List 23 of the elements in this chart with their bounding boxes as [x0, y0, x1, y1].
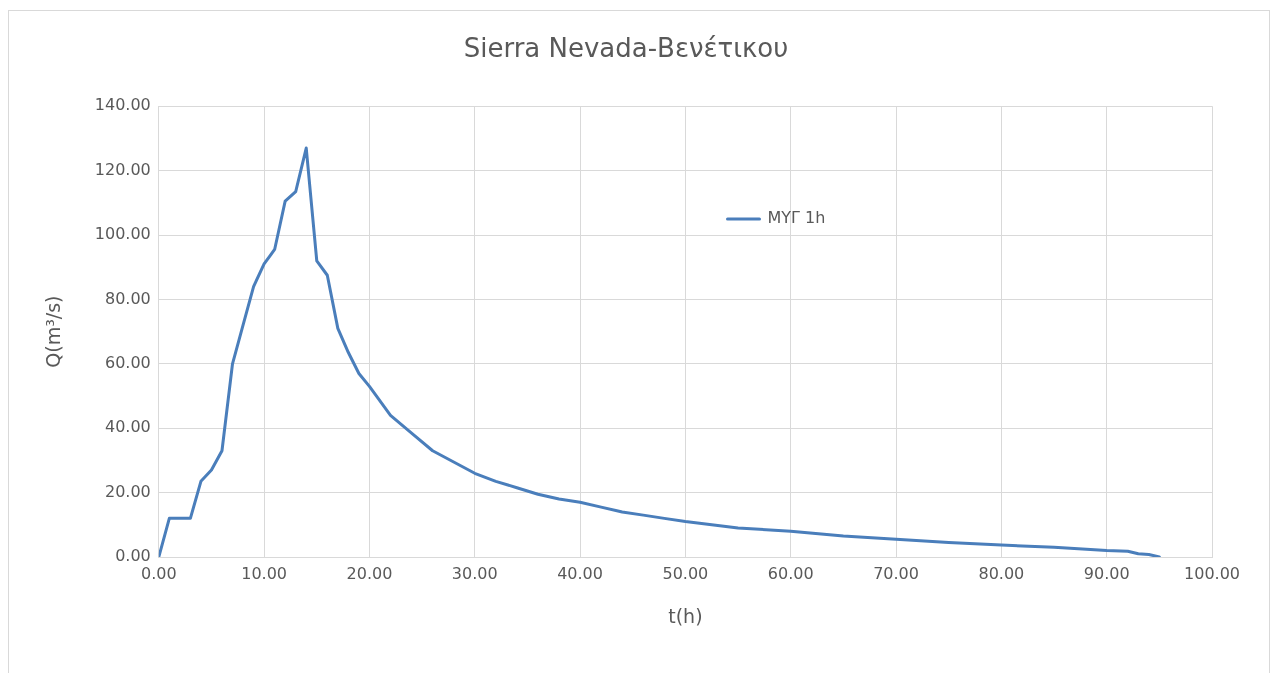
y-tick-label: 60.00 — [104, 352, 151, 372]
y-axis-title: Q(m³/s) — [42, 295, 65, 368]
x-tick-label: 50.00 — [662, 563, 709, 583]
x-tick-label: 30.00 — [451, 563, 498, 583]
y-tick-label: 120.00 — [94, 159, 151, 179]
y-tick-label: 140.00 — [94, 95, 151, 115]
y-tick-label: 0.00 — [115, 546, 151, 566]
y-tick-label: 80.00 — [104, 288, 151, 308]
x-tick-label: 90.00 — [1083, 563, 1130, 583]
x-tick-label: 100.00 — [1184, 563, 1240, 583]
x-tick-label: 40.00 — [557, 563, 603, 583]
x-tick-label: 80.00 — [978, 563, 1025, 583]
x-tick-label: 70.00 — [873, 563, 919, 583]
x-tick-label: 10.00 — [241, 563, 288, 583]
legend-label: ΜΥΓ 1h — [767, 208, 826, 228]
y-tick-label: 20.00 — [104, 481, 151, 501]
chart-title: Sierra Nevada-Βενέτικου — [463, 33, 789, 64]
x-tick-label: 60.00 — [767, 563, 814, 583]
y-tick-label: 100.00 — [94, 224, 151, 244]
x-tick-label: 20.00 — [346, 563, 393, 583]
x-axis-title: t(h) — [668, 604, 703, 627]
x-tick-label: 0.00 — [140, 563, 177, 583]
y-tick-label: 40.00 — [104, 417, 151, 437]
